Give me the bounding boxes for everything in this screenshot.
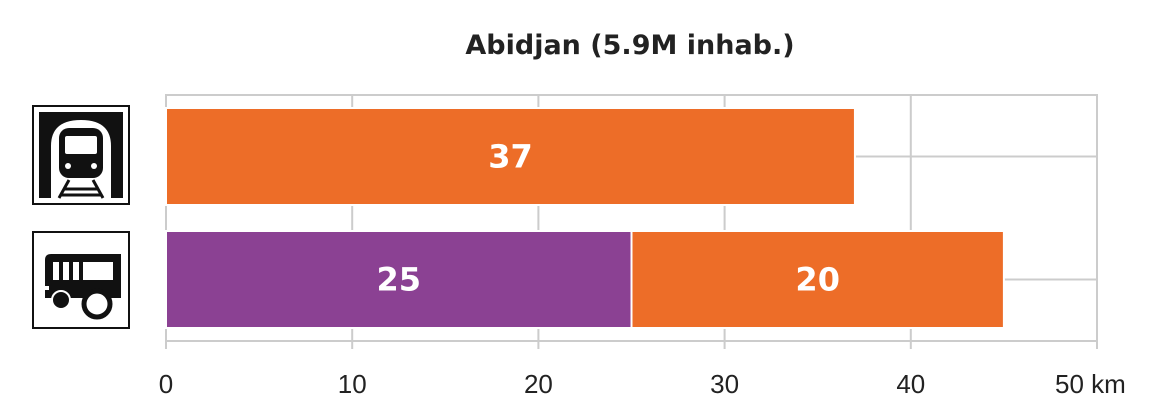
x-tick-label: 20 (524, 369, 553, 399)
chart-title: Abidjan (5.9M inhab.) (465, 30, 794, 61)
x-tick-label: 40 (896, 369, 925, 399)
x-tick-label: 30 (710, 369, 739, 399)
bus-icon (32, 231, 130, 329)
bar-value-label: 37 (488, 138, 533, 176)
bar-metro-segment-1 (165, 107, 856, 206)
x-tick-label: 50 km (1055, 369, 1126, 399)
x-tick-label: 10 (338, 369, 367, 399)
bar-value-label: 25 (376, 261, 421, 299)
bar-bus-segment-1 (630, 230, 1005, 329)
bars: 37 25 20 (165, 107, 1005, 329)
metro-icon (32, 105, 130, 205)
bar-bus-segment-0 (165, 230, 633, 329)
x-tick-label: 0 (159, 369, 173, 399)
x-axis: 0 10 20 30 40 50 km (159, 341, 1126, 399)
bar-value-label: 20 (795, 261, 840, 299)
